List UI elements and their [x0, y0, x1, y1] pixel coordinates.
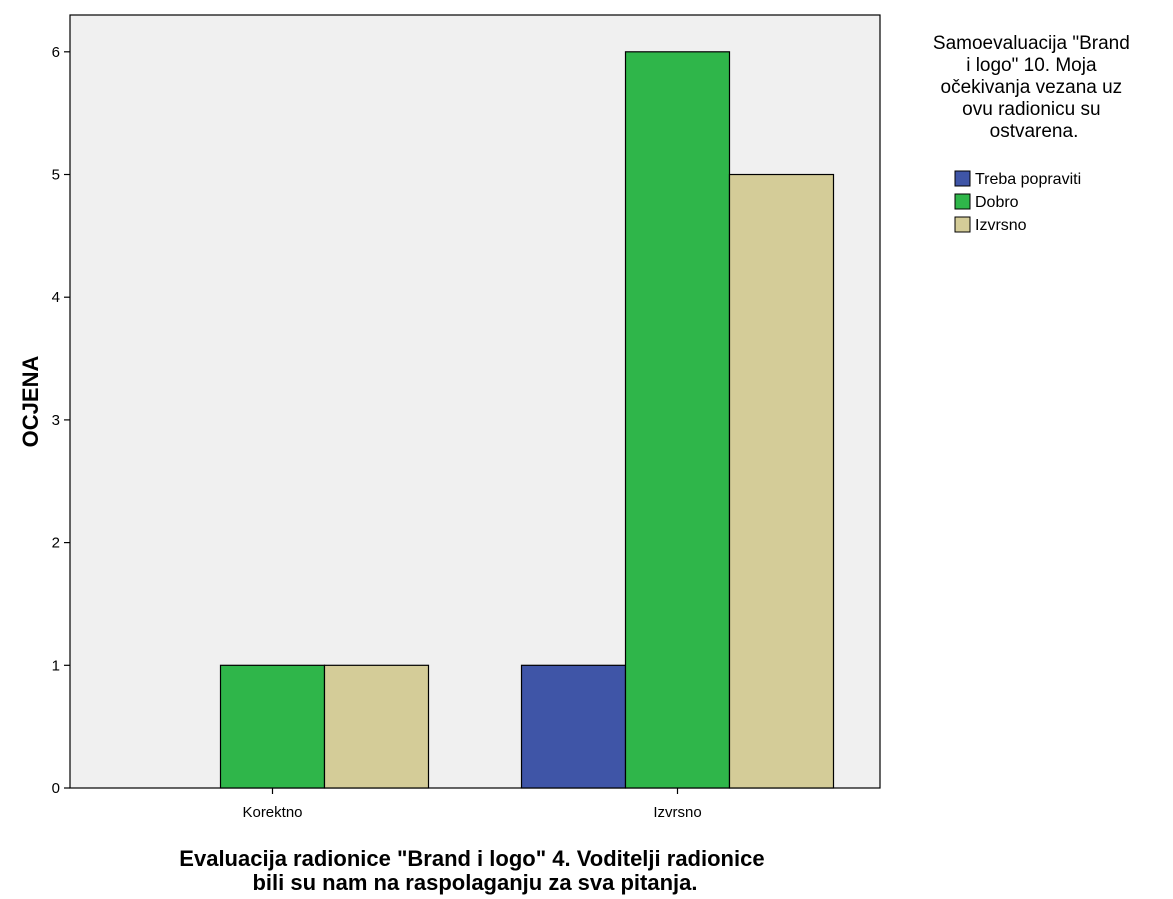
x-axis-label-line-1: Evaluacija radionice "Brand i logo" 4. V…	[179, 846, 764, 871]
x-tick-label: Izvrsno	[653, 804, 701, 821]
legend-title-line-4: ovu radionicu su	[962, 99, 1100, 120]
x-axis-label: Evaluacija radionice "Brand i logo" 4. V…	[179, 846, 770, 895]
y-tick-label: 2	[52, 535, 60, 552]
x-tick-label: Korektno	[242, 804, 302, 821]
legend-title: Samoevaluacija "Brand i logo" 10. Moja o…	[933, 33, 1135, 142]
y-tick-label: 6	[52, 44, 60, 61]
bar-treba-popraviti-izvrsno	[520, 664, 627, 789]
legend-label: Dobro	[975, 194, 1019, 211]
legend-swatch	[954, 216, 971, 233]
y-tick-label: 0	[52, 780, 60, 797]
legend-title-line-3: očekivanja vezana uz	[941, 77, 1123, 98]
bar-izvrsno-korektno	[323, 664, 430, 789]
y-tick-label: 3	[52, 412, 60, 429]
legend-label: Treba popraviti	[975, 171, 1081, 188]
legend-label: Izvrsno	[975, 217, 1027, 234]
x-axis: Korektno Izvrsno	[242, 788, 702, 821]
y-tick-label: 5	[52, 167, 60, 184]
bar-dobro-korektno	[219, 664, 326, 789]
legend-swatch	[954, 170, 971, 187]
legend-title-line-2: i logo" 10. Moja	[966, 55, 1097, 76]
legend-swatch	[954, 193, 971, 210]
bar-dobro-izvrsno	[624, 51, 731, 789]
bar-izvrsno-izvrsno	[728, 173, 835, 789]
y-axis: 0 1 2 3 4 5 6	[52, 44, 70, 797]
bars	[219, 51, 835, 789]
legend-title-line-5: ostvarena.	[990, 121, 1079, 142]
legend: Treba popraviti Dobro Izvrsno	[954, 170, 1081, 234]
legend-title-line-1: Samoevaluacija "Brand	[933, 33, 1130, 54]
y-axis-label: OCJENA	[18, 356, 43, 448]
y-tick-label: 1	[52, 657, 60, 674]
x-axis-label-line-2: bili su nam na raspolaganju za sva pitan…	[252, 870, 697, 895]
y-tick-label: 4	[52, 289, 60, 306]
